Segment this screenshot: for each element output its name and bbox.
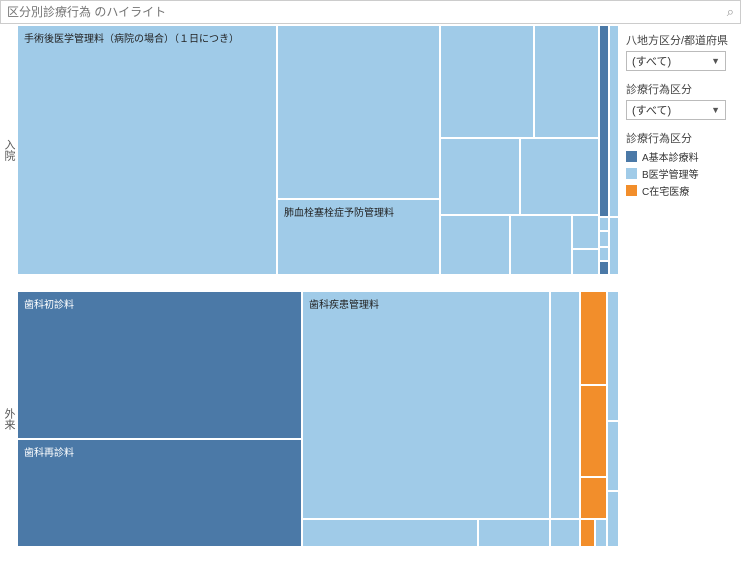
legend-item[interactable]: B医学管理等 (626, 166, 733, 181)
treemap-cell[interactable] (551, 520, 581, 546)
treemap-cell[interactable] (573, 216, 600, 250)
chevron-down-icon: ▼ (711, 105, 720, 115)
search-icon[interactable]: ⌕ (727, 4, 734, 20)
treemap-cell[interactable] (600, 248, 610, 262)
treemap-cell[interactable] (608, 422, 618, 492)
legend-swatch (626, 168, 637, 179)
treemap-cell[interactable] (511, 216, 573, 274)
treemap-cell[interactable] (600, 26, 610, 216)
legend-swatch (626, 151, 637, 162)
treemap-cell[interactable] (441, 139, 521, 216)
filter-region-value: (すべて) (632, 53, 671, 69)
legend-title: 診療行為区分 (626, 130, 733, 146)
treemap-cell[interactable] (551, 292, 581, 520)
legend-item[interactable]: A基本診療料 (626, 149, 733, 164)
legend-label: B医学管理等 (642, 166, 699, 181)
treemap-cell[interactable] (441, 26, 535, 139)
legend-label: C在宅医療 (642, 183, 689, 198)
treemap-cell[interactable] (303, 520, 479, 546)
treemap-cell-label: 歯科初診料 (24, 296, 74, 311)
treemap-chart: 入院手術後医学管理料（病院の場合）（１日につき） 肺血栓塞栓症予防管理料外来歯科初… (0, 26, 618, 582)
treemap-cell[interactable] (573, 250, 600, 274)
chevron-down-icon: ▼ (711, 56, 720, 66)
filter-region-group: 八地方区分/都道府県 (すべて) ▼ (626, 32, 733, 71)
highlight-search-input[interactable] (7, 5, 727, 19)
treemap-cell[interactable]: 歯科疾患管理料 (303, 292, 551, 520)
treemap-cell[interactable] (600, 216, 610, 232)
treemap-cell[interactable]: 肺血栓塞栓症予防管理料 (278, 200, 441, 274)
legend-swatch (626, 185, 637, 196)
side-panel: 八地方区分/都道府県 (すべて) ▼ 診療行為区分 (すべて) ▼ 診療行為区分… (618, 26, 733, 582)
treemap-cell[interactable]: 歯科再診料 (18, 440, 303, 546)
filter-region-title: 八地方区分/都道府県 (626, 32, 733, 48)
legend-label: A基本診療料 (642, 149, 699, 164)
treemap-cell[interactable] (441, 216, 511, 274)
treemap-cell[interactable] (608, 492, 618, 546)
treemap-panel: 手術後医学管理料（病院の場合）（１日につき） 肺血栓塞栓症予防管理料 (18, 26, 618, 274)
treemap-cell[interactable] (596, 520, 608, 546)
treemap-cell[interactable] (581, 386, 608, 478)
row-axis-label: 外来 (0, 292, 18, 546)
filter-category-dropdown[interactable]: (すべて) ▼ (626, 100, 726, 120)
filter-category-value: (すべて) (632, 102, 671, 118)
treemap-cell-label: 肺血栓塞栓症予防管理料 (284, 204, 394, 219)
treemap-cell[interactable]: 歯科初診料 (18, 292, 303, 440)
filter-region-dropdown[interactable]: (すべて) ▼ (626, 51, 726, 71)
highlight-search-bar[interactable]: ⌕ (0, 0, 741, 24)
treemap-cell[interactable] (610, 26, 618, 216)
treemap-panel: 歯科初診料歯科再診料 歯科疾患管理料 (18, 292, 618, 546)
treemap-cell-label: 歯科再診料 (24, 444, 74, 459)
treemap-cell[interactable] (278, 26, 441, 200)
treemap-cell[interactable] (581, 520, 596, 546)
row-axis-label: 入院 (0, 26, 18, 274)
treemap-cell[interactable] (581, 292, 608, 386)
treemap-cell-label: 歯科疾患管理料 (309, 296, 379, 311)
treemap-cell[interactable] (600, 232, 610, 248)
treemap-cell[interactable] (610, 216, 618, 274)
treemap-cell-label: 手術後医学管理料（病院の場合）（１日につき） (24, 30, 239, 45)
filter-category-group: 診療行為区分 (すべて) ▼ (626, 81, 733, 120)
treemap-cell[interactable] (600, 262, 610, 274)
treemap-cell[interactable] (479, 520, 551, 546)
treemap-cell[interactable] (581, 478, 608, 520)
color-legend: 診療行為区分 A基本診療料 B医学管理等 C在宅医療 (626, 130, 733, 200)
treemap-cell[interactable] (535, 26, 600, 139)
legend-item[interactable]: C在宅医療 (626, 183, 733, 198)
filter-category-title: 診療行為区分 (626, 81, 733, 97)
treemap-cell[interactable] (521, 139, 600, 216)
treemap-cell[interactable] (608, 292, 618, 422)
treemap-cell[interactable]: 手術後医学管理料（病院の場合）（１日につき） (18, 26, 278, 274)
